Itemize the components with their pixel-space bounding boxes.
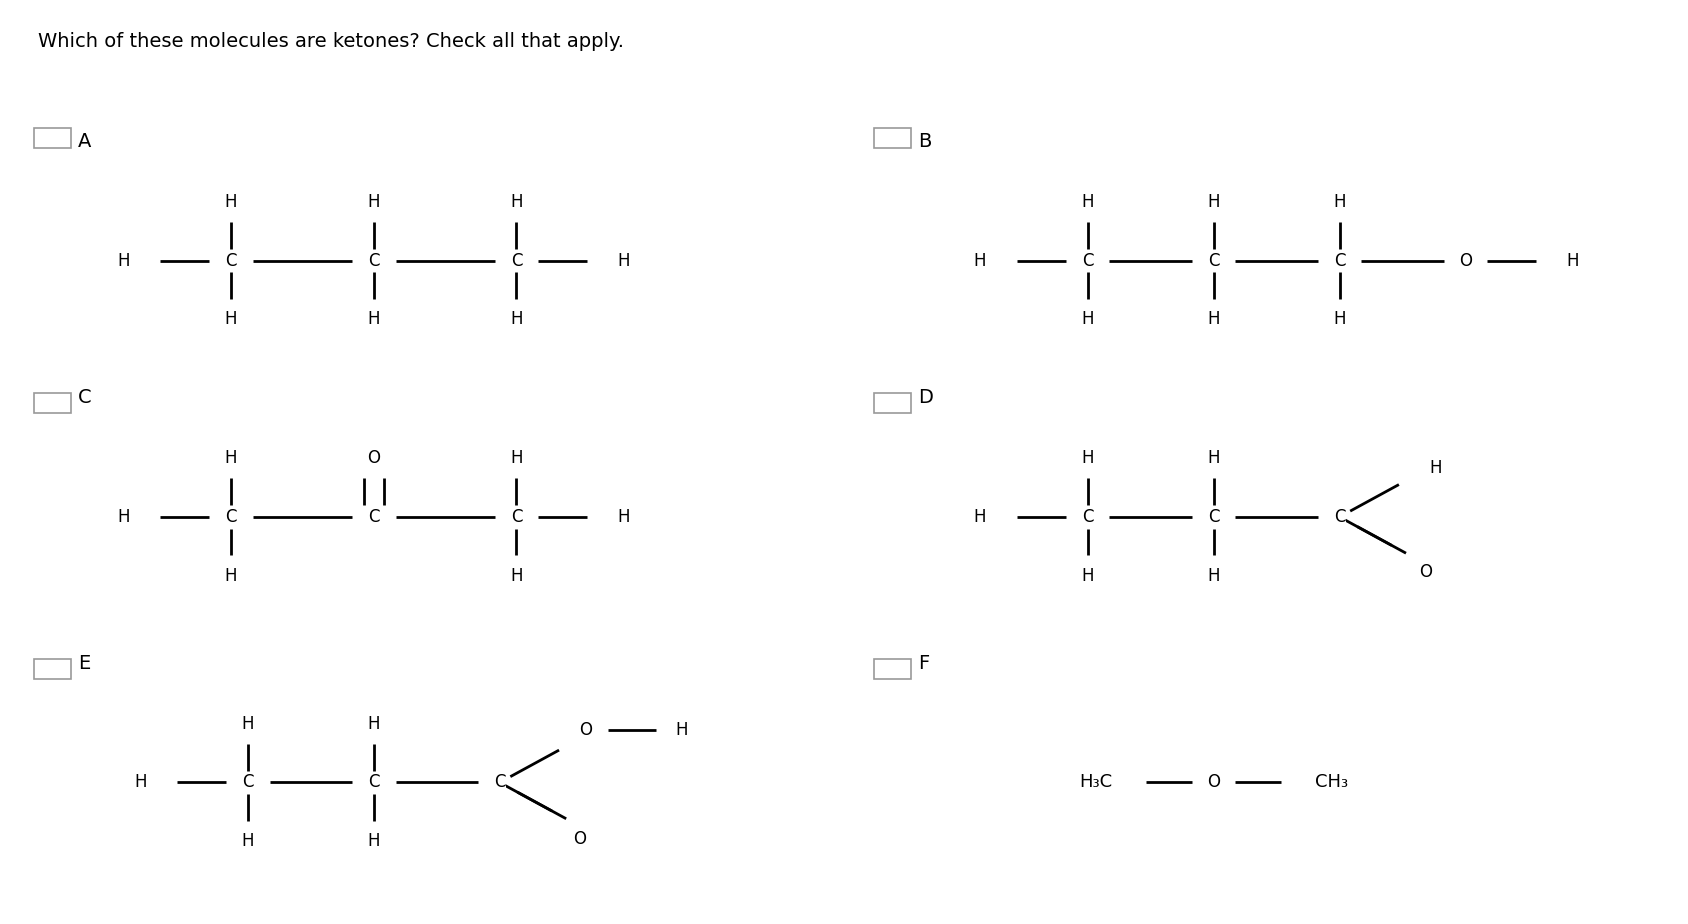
Text: C: C (495, 773, 505, 792)
Text: O: O (1420, 564, 1431, 581)
Text: H: H (618, 508, 630, 526)
Text: H: H (974, 508, 986, 526)
Text: H: H (618, 251, 630, 270)
Text: O: O (572, 830, 586, 847)
Text: H: H (510, 566, 523, 585)
Text: H₃C: H₃C (1079, 773, 1112, 792)
Text: H: H (1082, 566, 1094, 585)
Text: H: H (1334, 193, 1345, 211)
Text: H: H (510, 310, 523, 328)
Text: C: C (368, 251, 380, 270)
Text: B: B (918, 132, 932, 151)
Text: H: H (368, 833, 380, 850)
Text: H: H (1566, 251, 1580, 270)
Text: C: C (225, 251, 236, 270)
Bar (874, 659, 912, 679)
Text: A: A (78, 132, 91, 151)
Text: H: H (133, 773, 147, 792)
Text: C: C (78, 388, 91, 407)
Text: C: C (368, 508, 380, 526)
Text: H: H (1430, 459, 1442, 477)
Text: H: H (241, 715, 253, 733)
Text: H: H (116, 251, 130, 270)
Text: D: D (918, 388, 933, 407)
Text: H: H (1334, 310, 1345, 328)
Text: Which of these molecules are ketones? Check all that apply.: Which of these molecules are ketones? Ch… (37, 31, 625, 51)
Text: H: H (225, 449, 238, 468)
Text: H: H (225, 193, 238, 211)
Text: C: C (1082, 508, 1094, 526)
Text: C: C (225, 508, 236, 526)
Text: C: C (511, 251, 522, 270)
Text: E: E (78, 654, 91, 673)
Text: C: C (241, 773, 253, 792)
Text: H: H (1082, 449, 1094, 468)
Text: H: H (1207, 310, 1220, 328)
Text: C: C (1209, 251, 1219, 270)
Text: F: F (918, 654, 928, 673)
Text: C: C (1082, 251, 1094, 270)
Text: CH₃: CH₃ (1315, 773, 1347, 792)
Bar (34, 128, 71, 148)
Text: O: O (368, 449, 380, 468)
Text: H: H (1082, 193, 1094, 211)
Text: H: H (368, 715, 380, 733)
Text: H: H (225, 310, 238, 328)
Text: H: H (225, 566, 238, 585)
Text: C: C (368, 773, 380, 792)
Text: H: H (510, 193, 523, 211)
Text: H: H (368, 310, 380, 328)
Text: O: O (579, 721, 592, 739)
Text: H: H (241, 833, 253, 850)
Text: H: H (1082, 310, 1094, 328)
Text: H: H (510, 449, 523, 468)
Text: H: H (974, 251, 986, 270)
Bar (34, 659, 71, 679)
Bar (874, 394, 912, 413)
Text: H: H (116, 508, 130, 526)
Text: O: O (1207, 773, 1220, 792)
Text: H: H (368, 193, 380, 211)
Text: H: H (1207, 566, 1220, 585)
Bar (34, 394, 71, 413)
Text: H: H (675, 721, 689, 739)
Text: C: C (1334, 508, 1345, 526)
Text: C: C (1209, 508, 1219, 526)
Text: C: C (511, 508, 522, 526)
Text: H: H (1207, 449, 1220, 468)
Text: O: O (1458, 251, 1472, 270)
Bar (874, 128, 912, 148)
Text: H: H (1207, 193, 1220, 211)
Text: C: C (1334, 251, 1345, 270)
